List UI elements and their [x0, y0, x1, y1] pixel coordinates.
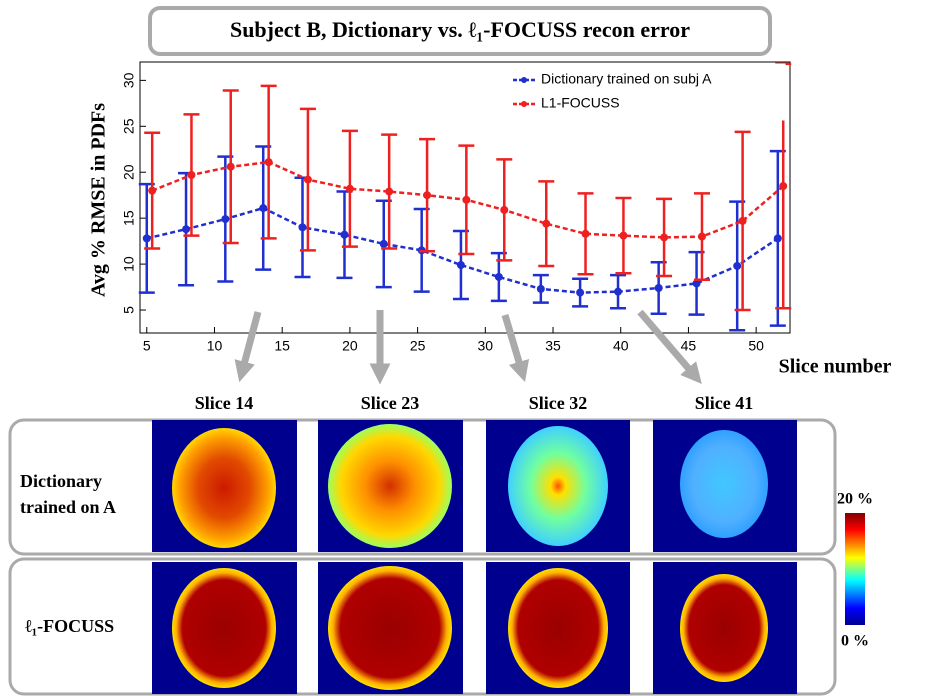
point [379, 239, 388, 248]
column-label: Slice 14 [195, 393, 254, 413]
arrows [234, 309, 702, 385]
point [660, 233, 669, 242]
x-tick-label: 40 [613, 338, 629, 354]
x-tick-label: 30 [478, 338, 494, 354]
point [576, 288, 585, 297]
point [692, 279, 701, 288]
point [385, 187, 394, 196]
x-tick-label: 25 [410, 338, 426, 354]
y-tick-label: 25 [121, 118, 137, 134]
point [303, 175, 312, 184]
point [779, 182, 788, 191]
point [500, 205, 509, 214]
x-tick-label: 5 [143, 338, 151, 354]
point [345, 184, 354, 193]
legend-box [504, 63, 786, 121]
y-axis-label: Avg % RMSE in PDFs [88, 103, 110, 297]
point [423, 191, 432, 200]
row-label: ℓ₁-FOCUSS [25, 616, 115, 636]
point [738, 216, 747, 225]
x-tick-label: 50 [748, 338, 764, 354]
colorbar-label: 0 % [841, 633, 869, 650]
point [462, 195, 471, 204]
brain-images [152, 420, 797, 694]
legend-label: Dictionary trained on subj A [541, 71, 712, 87]
column-label: Slice 23 [361, 393, 420, 413]
x-axis-label: Slice number [779, 356, 892, 378]
legend-label: L1-FOCUSS [541, 95, 620, 111]
chart-title: Subject B, Dictionary vs. ℓ₁-FOCUSS reco… [230, 17, 690, 42]
point [340, 230, 349, 239]
colorbar-label: 20 % [837, 491, 873, 508]
point [264, 158, 273, 167]
point [182, 225, 191, 234]
point [536, 284, 545, 293]
point [614, 287, 623, 296]
y-tick-label: 10 [121, 256, 137, 272]
y-tick-label: 30 [121, 72, 137, 88]
point [148, 186, 157, 195]
x-tick-label: 20 [342, 338, 358, 354]
point [456, 261, 465, 270]
column-label: Slice 32 [529, 393, 588, 413]
point [221, 215, 230, 224]
y-tick-label: 20 [121, 164, 137, 180]
column-label: Slice 41 [695, 393, 754, 413]
point [697, 232, 706, 241]
point [142, 234, 151, 243]
x-tick-label: 35 [545, 338, 561, 354]
series-line [146, 206, 779, 294]
point [259, 204, 268, 213]
point [226, 162, 235, 171]
point [654, 283, 663, 292]
y-tick-label: 5 [121, 306, 137, 314]
legend-swatch [521, 101, 527, 107]
x-tick-label: 15 [274, 338, 290, 354]
title-box [148, 6, 772, 56]
legend-swatch [521, 77, 527, 83]
colorbar [845, 513, 865, 625]
point [773, 234, 782, 243]
point [298, 223, 307, 232]
point [733, 261, 742, 270]
plot: 5 10 15 20 25 30 35 40 45 50 5 10 15 20 25 30 Dictionary… [121, 61, 792, 354]
y-tick-label: 15 [121, 210, 137, 226]
x-tick-label: 10 [207, 338, 223, 354]
point [619, 231, 628, 240]
row-label: Dictionary trained on A [20, 471, 117, 517]
point [542, 219, 551, 228]
point [187, 170, 196, 179]
point [581, 229, 590, 238]
point [494, 272, 503, 281]
x-tick-label: 45 [681, 338, 697, 354]
